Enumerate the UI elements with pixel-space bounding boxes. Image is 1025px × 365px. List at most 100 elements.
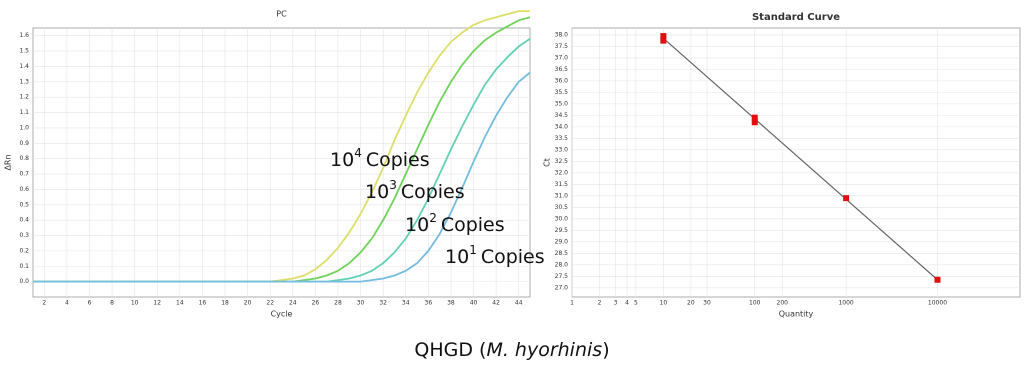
- plot-area: [32, 27, 531, 298]
- y-tick-label: 1.5: [19, 48, 29, 55]
- x-axis-label: Quantity: [779, 310, 814, 319]
- x-tick-label: 14: [176, 300, 184, 307]
- data-point: [751, 119, 758, 126]
- x-tick-label: 100: [749, 300, 761, 307]
- annotation-text: Copies: [366, 149, 430, 171]
- x-tick-label: 42: [492, 300, 500, 307]
- annotation: 101 Copies: [445, 243, 545, 268]
- data-point: [934, 276, 941, 283]
- annotation: 103 Copies: [365, 178, 465, 203]
- data-point: [843, 195, 850, 202]
- y-tick-label: 1.3: [19, 78, 29, 85]
- annotation-base: 10: [405, 214, 429, 236]
- x-tick-label: 12: [153, 300, 161, 307]
- annotation-exponent: 3: [389, 178, 397, 192]
- y-tick-label: 34.0: [555, 123, 569, 130]
- y-axis-label: Ct: [543, 158, 552, 167]
- y-tick-label: 0.9: [19, 140, 29, 147]
- x-tick-label: 2: [42, 300, 46, 307]
- data-point: [660, 37, 667, 44]
- y-tick-label: 1.1: [19, 109, 29, 116]
- y-tick-label: 0.4: [19, 217, 29, 224]
- data-point: [660, 33, 667, 40]
- annotation-base: 10: [330, 149, 354, 171]
- y-tick-label: 28.0: [555, 261, 569, 268]
- chart-title: Standard Curve: [752, 12, 840, 23]
- y-tick-label: 35.5: [555, 89, 569, 96]
- y-tick-label: 38.0: [555, 31, 569, 38]
- y-tick-label: 1.2: [19, 94, 29, 101]
- x-tick-label: 22: [266, 300, 274, 307]
- x-tick-label: 10: [660, 300, 668, 307]
- y-tick-label: 29.0: [555, 238, 569, 245]
- x-tick-label: 8: [110, 300, 114, 307]
- y-tick-label: 33.0: [555, 146, 569, 153]
- y-tick-label: 0.5: [19, 201, 29, 208]
- x-tick-label: 3: [614, 300, 618, 307]
- annotation-exponent: 4: [354, 146, 362, 160]
- y-tick-label: 1.4: [19, 63, 29, 70]
- y-tick-label: 27.5: [555, 273, 569, 280]
- annotation: 102 Copies: [405, 211, 505, 236]
- plot-area: [571, 27, 1021, 298]
- x-tick-label: 44: [515, 300, 523, 307]
- x-tick-label: 4: [625, 300, 629, 307]
- x-axis-label: Cycle: [271, 310, 293, 319]
- x-tick-label: 10: [131, 300, 139, 307]
- x-tick-label: 20: [687, 300, 695, 307]
- y-tick-label: 31.0: [555, 192, 569, 199]
- y-tick-label: 32.5: [555, 158, 569, 165]
- x-tick-label: 30: [357, 300, 365, 307]
- x-tick-label: 4: [65, 300, 69, 307]
- annotation: 104 Copies: [330, 146, 430, 171]
- x-tick-label: 18: [221, 300, 229, 307]
- y-tick-label: 34.5: [555, 112, 569, 119]
- amplification-curve: [33, 71, 531, 283]
- x-tick-label: 34: [402, 300, 410, 307]
- y-axis-label: ΔRn: [4, 154, 13, 170]
- caption-end: ): [602, 339, 609, 361]
- x-tick-label: 32: [379, 300, 387, 307]
- annotation-exponent: 2: [429, 211, 437, 225]
- caption-text: QHGD (: [414, 339, 486, 361]
- x-tick-label: 30: [703, 300, 711, 307]
- x-tick-label: 38: [447, 300, 455, 307]
- x-tick-label: 16: [199, 300, 207, 307]
- x-tick-label: 26: [312, 300, 320, 307]
- fit-line: [662, 37, 938, 281]
- y-tick-label: 0.1: [19, 263, 29, 270]
- y-tick-label: 1.6: [19, 32, 29, 39]
- x-tick-label: 40: [470, 300, 478, 307]
- y-tick-label: 30.0: [555, 215, 569, 222]
- y-tick-label: 30.5: [555, 204, 569, 211]
- x-tick-label: 24: [289, 300, 297, 307]
- caption-italic: M. hyorhinis: [486, 339, 602, 361]
- x-tick-label: 20: [244, 300, 252, 307]
- y-tick-label: 37.5: [555, 43, 569, 50]
- x-tick-label: 1: [570, 300, 574, 307]
- x-tick-label: 1000: [838, 300, 853, 307]
- y-tick-label: 28.5: [555, 250, 569, 257]
- y-tick-label: 27.0: [555, 284, 569, 291]
- data-point: [751, 114, 758, 121]
- y-tick-label: 33.5: [555, 135, 569, 142]
- annotation-exponent: 1: [469, 243, 477, 257]
- y-tick-label: 35.0: [555, 100, 569, 107]
- y-tick-label: 0.2: [19, 247, 29, 254]
- x-tick-label: 28: [334, 300, 342, 307]
- annotation-text: Copies: [481, 246, 545, 268]
- y-tick-label: 37.0: [555, 54, 569, 61]
- y-tick-label: 0.6: [19, 186, 29, 193]
- x-tick-label: 5: [634, 300, 638, 307]
- y-tick-label: 32.0: [555, 169, 569, 176]
- x-tick-label: 2: [598, 300, 602, 307]
- y-tick-label: 1.0: [19, 124, 29, 131]
- annotation-text: Copies: [441, 214, 505, 236]
- annotation-base: 10: [445, 246, 469, 268]
- y-tick-label: 36.0: [555, 77, 569, 84]
- y-tick-label: 31.5: [555, 181, 569, 188]
- y-tick-label: 0.8: [19, 155, 29, 162]
- x-tick-label: 6: [88, 300, 92, 307]
- caption: QHGD (M. hyorhinis): [414, 339, 609, 361]
